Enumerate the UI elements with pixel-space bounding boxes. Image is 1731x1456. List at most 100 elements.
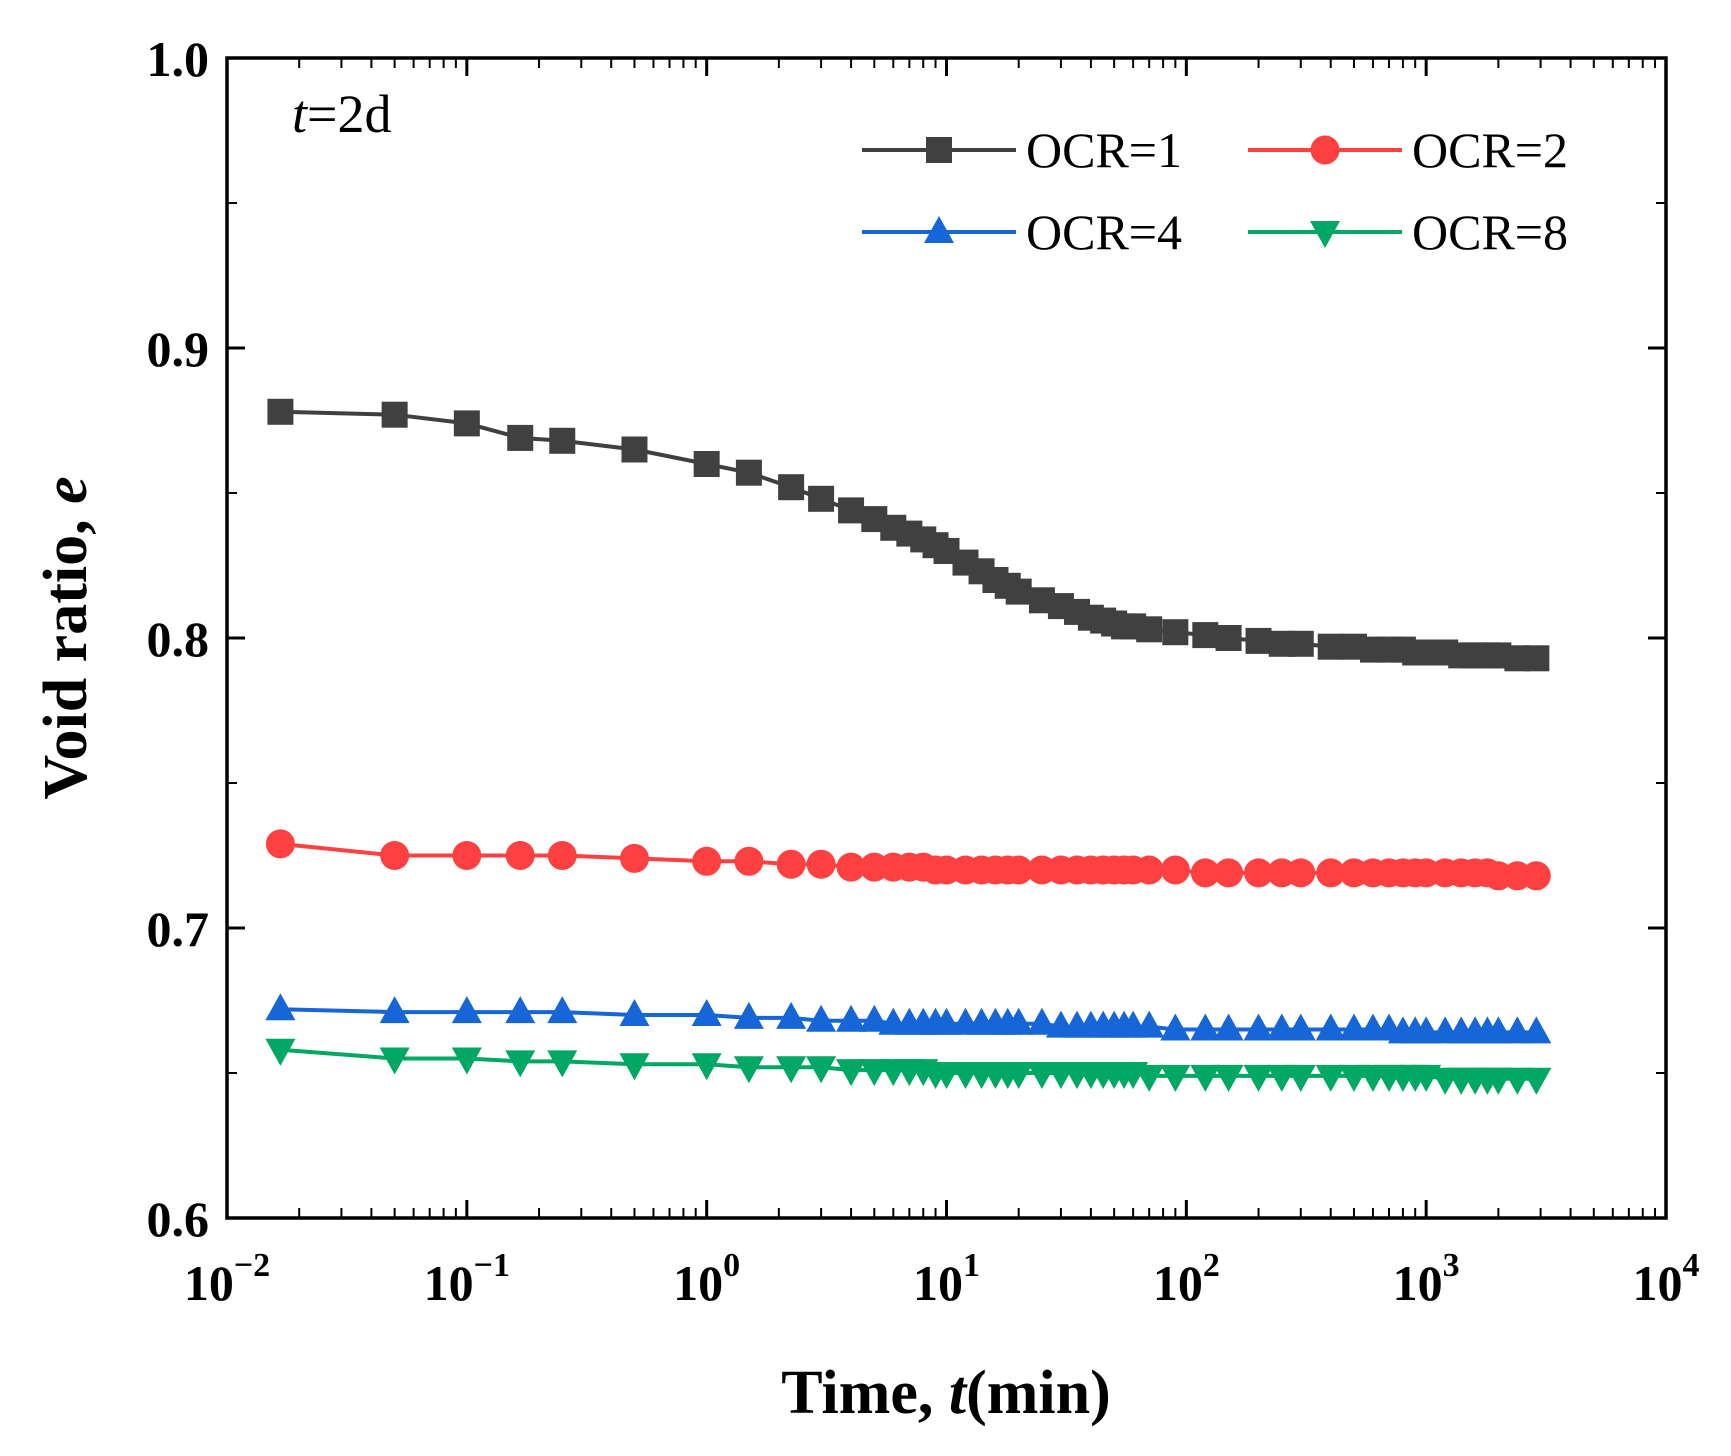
x-tick-exponent: 3 xyxy=(1443,1247,1460,1284)
x-tick-base: 10 xyxy=(184,1255,234,1311)
series-ocr-2 xyxy=(265,829,1551,891)
x-tick-exponent: 2 xyxy=(1203,1247,1220,1284)
data-point-ocr-8 xyxy=(691,1053,722,1081)
data-point-ocr-4 xyxy=(265,993,296,1021)
data-point-ocr-2 xyxy=(452,841,482,870)
x-tick-label: 103 xyxy=(1393,1247,1460,1311)
legend: OCR=1 OCR=2 OCR=4 OCR=8 xyxy=(862,122,1568,260)
x-tick-label: 10−1 xyxy=(424,1247,510,1311)
data-point-ocr-4 xyxy=(836,1004,867,1032)
y-tick-label: 0.9 xyxy=(147,321,210,377)
data-point-ocr-4 xyxy=(1483,1016,1514,1044)
data-point-ocr-1 xyxy=(1317,633,1344,660)
data-point-ocr-2 xyxy=(734,846,764,876)
data-point-ocr-2 xyxy=(692,846,722,876)
data-point-ocr-1 xyxy=(621,436,648,463)
data-point-ocr-8 xyxy=(1213,1064,1244,1092)
data-point-ocr-8 xyxy=(1483,1067,1514,1095)
data-point-ocr-8 xyxy=(1338,1064,1369,1092)
data-point-ocr-4 xyxy=(1003,1007,1034,1035)
data-point-ocr-1 xyxy=(808,485,835,512)
data-point-ocr-8 xyxy=(859,1059,890,1087)
y-axis-label-italic: e xyxy=(32,476,100,504)
x-axis-label-prefix: Time, xyxy=(781,1359,949,1427)
data-point-ocr-4 xyxy=(619,999,650,1026)
legend-label: OCR=4 xyxy=(1026,204,1182,260)
data-point-ocr-8 xyxy=(1521,1067,1552,1095)
data-point-ocr-1 xyxy=(1136,616,1163,643)
data-point-ocr-2 xyxy=(265,829,295,859)
data-point-ocr-4 xyxy=(1243,1013,1274,1041)
x-tick-base: 10 xyxy=(673,1255,723,1311)
data-point-ocr-1 xyxy=(838,497,865,524)
data-point-ocr-2 xyxy=(1190,858,1220,888)
data-point-ocr-2 xyxy=(806,849,836,879)
data-point-ocr-4 xyxy=(733,1001,764,1029)
x-tick-base: 10 xyxy=(1153,1255,1203,1311)
x-tick-label: 104 xyxy=(1633,1247,1700,1311)
x-tick-base: 10 xyxy=(913,1255,963,1311)
data-point-ocr-2 xyxy=(1160,855,1190,885)
data-point-ocr-4 xyxy=(451,996,482,1024)
x-tick-exponent: −1 xyxy=(474,1247,510,1284)
legend-item-ocr-1: OCR=1 xyxy=(862,122,1182,178)
data-point-ocr-2 xyxy=(1004,855,1034,885)
data-point-ocr-1 xyxy=(453,410,480,437)
data-point-ocr-4 xyxy=(1213,1013,1244,1041)
data-point-ocr-1 xyxy=(267,398,294,425)
data-point-ocr-8 xyxy=(733,1056,764,1084)
data-point-ocr-4 xyxy=(1411,1016,1442,1044)
data-point-ocr-8 xyxy=(1190,1064,1221,1092)
data-point-ocr-1 xyxy=(507,424,534,451)
data-point-ocr-1 xyxy=(1215,625,1242,651)
data-point-ocr-2 xyxy=(1521,861,1551,891)
data-point-ocr-2 xyxy=(776,849,806,879)
data-point-ocr-4 xyxy=(505,996,536,1024)
data-point-ocr-4 xyxy=(1190,1013,1221,1041)
data-point-ocr-8 xyxy=(265,1038,296,1066)
data-point-ocr-8 xyxy=(776,1056,807,1084)
y-tick-label: 0.8 xyxy=(147,611,210,667)
data-point-ocr-4 xyxy=(1026,1007,1057,1035)
x-tick-exponent: 1 xyxy=(963,1247,980,1284)
data-point-ocr-1 xyxy=(778,474,805,501)
legend-marker xyxy=(924,216,954,243)
data-point-ocr-2 xyxy=(505,841,535,870)
data-point-ocr-4 xyxy=(931,1007,962,1035)
x-tick-exponent: 4 xyxy=(1683,1247,1700,1284)
data-point-ocr-8 xyxy=(619,1053,650,1081)
data-point-ocr-2 xyxy=(1244,858,1274,888)
legend-item-ocr-4: OCR=4 xyxy=(862,204,1182,260)
data-point-ocr-1 xyxy=(1162,619,1189,646)
data-point-ocr-4 xyxy=(1521,1016,1552,1044)
y-axis-label: Void ratio, e xyxy=(32,476,100,799)
data-point-ocr-4 xyxy=(1266,1013,1297,1041)
data-point-ocr-2 xyxy=(836,852,866,882)
series-ocr-8 xyxy=(265,1038,1552,1095)
data-point-ocr-4 xyxy=(1160,1013,1191,1041)
data-point-ocr-8 xyxy=(1502,1067,1533,1095)
legend-label: OCR=8 xyxy=(1412,204,1568,260)
data-point-ocr-4 xyxy=(691,999,722,1026)
data-point-ocr-1 xyxy=(1523,645,1550,672)
data-point-ocr-8 xyxy=(379,1047,410,1075)
data-point-ocr-8 xyxy=(1026,1062,1057,1089)
data-point-ocr-8 xyxy=(547,1050,578,1078)
x-tick-exponent: 0 xyxy=(723,1247,740,1284)
data-point-ocr-8 xyxy=(1315,1064,1346,1092)
data-point-ocr-8 xyxy=(505,1050,536,1078)
legend-item-ocr-8: OCR=8 xyxy=(1248,204,1568,260)
x-tick-label: 100 xyxy=(673,1247,740,1311)
data-point-ocr-8 xyxy=(931,1062,962,1089)
data-point-ocr-2 xyxy=(547,841,577,870)
annotation-italic: t xyxy=(292,84,309,144)
data-point-ocr-2 xyxy=(1134,855,1164,885)
data-point-ocr-1 xyxy=(693,451,720,477)
data-point-ocr-4 xyxy=(806,1004,837,1032)
data-point-ocr-4 xyxy=(1285,1013,1316,1041)
data-point-ocr-1 xyxy=(1245,627,1272,654)
data-point-ocr-8 xyxy=(1243,1064,1274,1092)
